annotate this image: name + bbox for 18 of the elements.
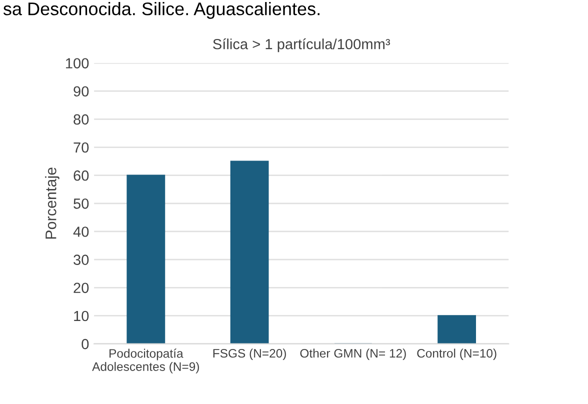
y-tick-label: 0 xyxy=(82,338,89,350)
x-tick-label: Podocitopatía Adolescentes (N=9) xyxy=(92,348,199,374)
x-tick-label: Control (N=10) xyxy=(417,348,496,360)
x-tick-label: Other GMN (N= 12) xyxy=(300,348,406,360)
x-tick-label: FSGS (N=20) xyxy=(213,348,286,360)
y-tick-label: 40 xyxy=(73,226,89,237)
y-tick-label: 50 xyxy=(74,198,89,209)
y-tick-label: 20 xyxy=(74,282,89,294)
y-tick-label: 70 xyxy=(74,142,89,153)
y-tick-label: 10 xyxy=(74,310,89,322)
y-tick-label: 30 xyxy=(74,254,89,265)
text: sa Desconocida. Silice. Aguascalientes. xyxy=(3,2,320,19)
y-tick-label: 60 xyxy=(74,170,89,181)
y-tick-label: 90 xyxy=(74,86,89,97)
y-tick-label: 80 xyxy=(74,114,89,125)
y-axis-title: Porcentaje xyxy=(45,168,60,239)
y-tick-label: 100 xyxy=(66,58,89,68)
chart-title: Sílica > 1 partícula/100mm³ xyxy=(213,38,390,52)
